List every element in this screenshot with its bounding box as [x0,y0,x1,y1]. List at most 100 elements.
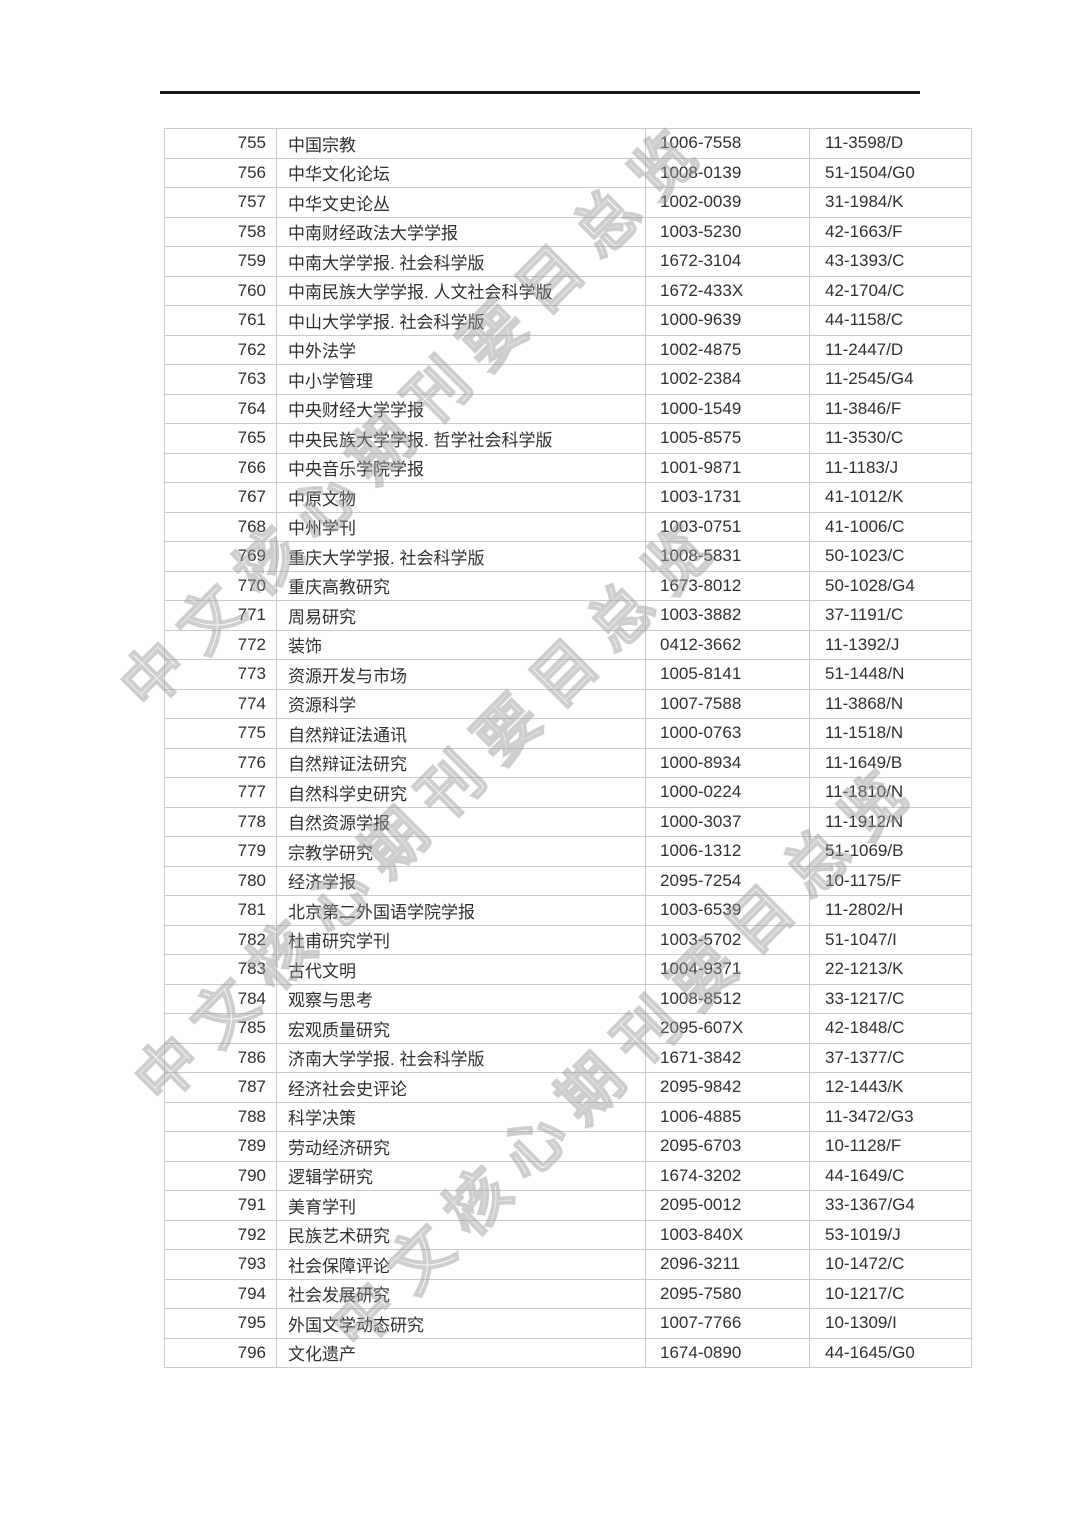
row-number-cell: 755 [164,128,277,159]
table-row: 790 逻辑学研究 1674-3202 44-1649/C [164,1160,972,1191]
cn-number-cell: 51-1448/N [809,659,972,690]
journal-title-cell: 经济社会史评论 [276,1072,646,1103]
cn-number-cell: 50-1028/G4 [809,570,972,601]
journal-title-cell: 中南民族大学学报. 人文社会科学版 [276,275,646,306]
table-row: 769 重庆大学学报. 社会科学版 1008-5831 50-1023/C [164,541,972,572]
row-number-cell: 763 [164,364,277,395]
journal-title-cell: 社会保障评论 [276,1249,646,1280]
row-number-cell: 784 [164,983,277,1014]
journal-title-cell: 中央民族大学学报. 哲学社会科学版 [276,423,646,454]
issn-cell: 1673-8012 [645,570,810,601]
cn-number-cell: 51-1504/G0 [809,157,972,188]
cn-number-cell: 11-3530/C [809,423,972,454]
table-row: 764 中央财经大学学报 1000-1549 11-3846/F [164,393,972,424]
table-row: 763 中小学管理 1002-2384 11-2545/G4 [164,364,972,395]
row-number-cell: 773 [164,659,277,690]
cn-number-cell: 11-1649/B [809,747,972,778]
journal-title-cell: 中原文物 [276,482,646,513]
cn-number-cell: 31-1984/K [809,187,972,218]
table-row: 765 中央民族大学学报. 哲学社会科学版 1005-8575 11-3530/C [164,423,972,454]
issn-cell: 2095-607X [645,1013,810,1044]
journal-title-cell: 资源开发与市场 [276,659,646,690]
table-row: 766 中央音乐学院学报 1001-9871 11-1183/J [164,452,972,483]
table-row: 759 中南大学学报. 社会科学版 1672-3104 43-1393/C [164,246,972,277]
row-number-cell: 757 [164,187,277,218]
cn-number-cell: 53-1019/J [809,1219,972,1250]
journal-table-body: 755 中国宗教 1006-7558 11-3598/D 756 中华文化论坛 1008-0… [164,128,972,1368]
row-number-cell: 782 [164,924,277,955]
row-number-cell: 791 [164,1190,277,1221]
issn-cell: 1003-5702 [645,924,810,955]
row-number-cell: 760 [164,275,277,306]
cn-number-cell: 12-1443/K [809,1072,972,1103]
journal-title-cell: 中国宗教 [276,128,646,159]
table-row: 760 中南民族大学学报. 人文社会科学版 1672-433X 42-1704/C [164,275,972,306]
row-number-cell: 783 [164,954,277,985]
issn-cell: 2095-7580 [645,1278,810,1309]
journal-title-cell: 中央音乐学院学报 [276,452,646,483]
row-number-cell: 766 [164,452,277,483]
journal-title-cell: 自然科学史研究 [276,777,646,808]
table-row: 772 装饰 0412-3662 11-1392/J [164,629,972,660]
cn-number-cell: 10-1175/F [809,865,972,896]
journal-title-cell: 民族艺术研究 [276,1219,646,1250]
issn-cell: 1008-5831 [645,541,810,572]
journal-title-cell: 逻辑学研究 [276,1160,646,1191]
cn-number-cell: 44-1649/C [809,1160,972,1191]
cn-number-cell: 11-3472/G3 [809,1101,972,1132]
cn-number-cell: 44-1158/C [809,305,972,336]
journal-title-cell: 宏观质量研究 [276,1013,646,1044]
table-row: 757 中华文史论丛 1002-0039 31-1984/K [164,187,972,218]
table-row: 796 文化遗产 1674-0890 44-1645/G0 [164,1337,972,1368]
issn-cell: 1003-1731 [645,482,810,513]
cn-number-cell: 33-1367/G4 [809,1190,972,1221]
journal-title-cell: 中州学刊 [276,511,646,542]
issn-cell: 1672-433X [645,275,810,306]
table-row: 791 美育学刊 2095-0012 33-1367/G4 [164,1190,972,1221]
cn-number-cell: 10-1128/F [809,1131,972,1162]
row-number-cell: 794 [164,1278,277,1309]
cn-number-cell: 51-1047/I [809,924,972,955]
row-number-cell: 796 [164,1337,277,1368]
cn-number-cell: 44-1645/G0 [809,1337,972,1368]
row-number-cell: 764 [164,393,277,424]
table-row: 792 民族艺术研究 1003-840X 53-1019/J [164,1219,972,1250]
journal-title-cell: 科学决策 [276,1101,646,1132]
row-number-cell: 790 [164,1160,277,1191]
issn-cell: 1008-0139 [645,157,810,188]
table-row: 780 经济学报 2095-7254 10-1175/F [164,865,972,896]
journal-title-cell: 中山大学学报. 社会科学版 [276,305,646,336]
table-row: 784 观察与思考 1008-8512 33-1217/C [164,983,972,1014]
table-row: 794 社会发展研究 2095-7580 10-1217/C [164,1278,972,1309]
table-row: 774 资源科学 1007-7588 11-3868/N [164,688,972,719]
issn-cell: 0412-3662 [645,629,810,660]
row-number-cell: 772 [164,629,277,660]
journal-title-cell: 资源科学 [276,688,646,719]
journal-title-cell: 中华文化论坛 [276,157,646,188]
row-number-cell: 769 [164,541,277,572]
issn-cell: 1000-1549 [645,393,810,424]
table-row: 788 科学决策 1006-4885 11-3472/G3 [164,1101,972,1132]
row-number-cell: 770 [164,570,277,601]
journal-title-cell: 周易研究 [276,600,646,631]
row-number-cell: 774 [164,688,277,719]
row-number-cell: 771 [164,600,277,631]
issn-cell: 1003-6539 [645,895,810,926]
journal-title-cell: 中小学管理 [276,364,646,395]
row-number-cell: 789 [164,1131,277,1162]
issn-cell: 1001-9871 [645,452,810,483]
row-number-cell: 761 [164,305,277,336]
cn-number-cell: 10-1472/C [809,1249,972,1280]
issn-cell: 1003-840X [645,1219,810,1250]
cn-number-cell: 11-2545/G4 [809,364,972,395]
issn-cell: 2095-7254 [645,865,810,896]
row-number-cell: 787 [164,1072,277,1103]
table-row: 781 北京第二外国语学院学报 1003-6539 11-2802/H [164,895,972,926]
row-number-cell: 776 [164,747,277,778]
journal-title-cell: 自然辩证法通讯 [276,718,646,749]
table-row: 782 杜甫研究学刊 1003-5702 51-1047/I [164,924,972,955]
issn-cell: 2095-9842 [645,1072,810,1103]
issn-cell: 1006-1312 [645,836,810,867]
cn-number-cell: 11-2802/H [809,895,972,926]
issn-cell: 1674-0890 [645,1337,810,1368]
